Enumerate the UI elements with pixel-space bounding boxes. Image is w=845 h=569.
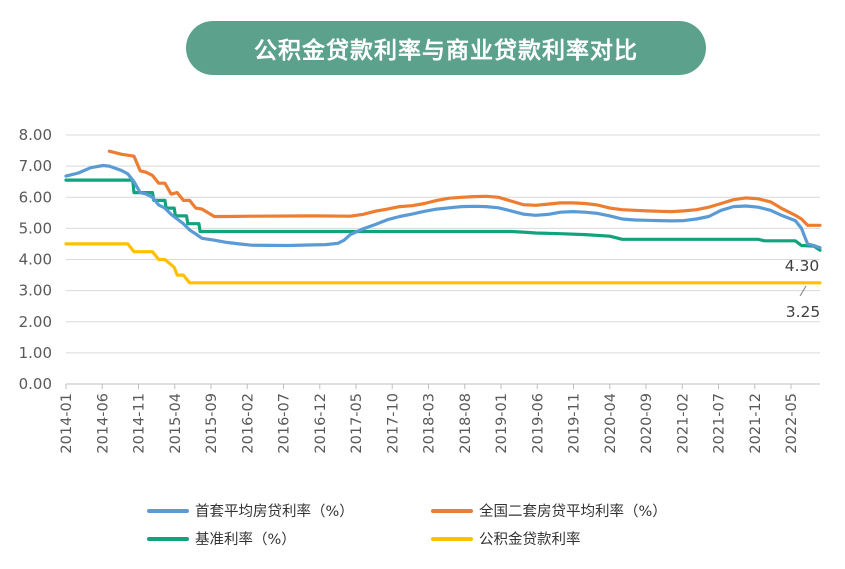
x-tick-label: 2021-12 xyxy=(748,393,764,454)
x-tick-label: 2015-04 xyxy=(168,393,184,454)
legend-label: 首套平均房贷利率（%） xyxy=(195,504,354,520)
series-line xyxy=(64,163,822,250)
leader-line xyxy=(799,285,807,297)
legend-swatch xyxy=(147,508,189,513)
x-tick-label: 2015-09 xyxy=(204,393,220,454)
x-tick-label: 2016-07 xyxy=(277,393,293,454)
legend-item-second-home: 全国二套房贷平均利率（%） xyxy=(431,500,667,521)
data-label: 4.30 xyxy=(785,257,820,275)
legend-label: 全国二套房贷平均利率（%） xyxy=(479,504,667,520)
data-label: 3.25 xyxy=(786,303,821,321)
y-tick-label: 4.00 xyxy=(19,251,52,269)
y-tick-label: 8.00 xyxy=(19,126,52,144)
series-line xyxy=(107,149,822,227)
y-tick-label: 6.00 xyxy=(19,188,52,206)
legend-swatch xyxy=(147,536,189,541)
x-tick-label: 2016-12 xyxy=(313,393,329,454)
x-tick-label: 2018-08 xyxy=(458,393,474,454)
legend-item-housing-fund: 公积金贷款利率 xyxy=(431,528,581,549)
legend-item-first-home: 首套平均房贷利率（%） xyxy=(147,500,354,521)
legend-swatch xyxy=(431,508,473,513)
x-tick-label: 2021-07 xyxy=(712,393,728,454)
y-tick-label: 7.00 xyxy=(19,157,52,175)
x-tick-label: 2021-02 xyxy=(675,393,691,454)
y-tick-label: 1.00 xyxy=(19,344,52,362)
series-line xyxy=(64,242,822,285)
legend-item-benchmark: 基准利率（%） xyxy=(147,528,296,549)
x-tick-label: 2017-05 xyxy=(349,393,365,454)
x-tick-label: 2018-03 xyxy=(422,393,438,454)
y-tick-label: 2.00 xyxy=(19,313,52,331)
legend-label: 公积金贷款利率 xyxy=(479,532,581,548)
x-tick-label: 2014-11 xyxy=(132,393,148,454)
x-tick-label: 2019-01 xyxy=(494,393,510,454)
y-tick-label: 3.00 xyxy=(19,282,52,300)
legend-swatch xyxy=(431,536,473,541)
x-tick-label: 2014-01 xyxy=(59,393,75,454)
x-tick-label: 2016-02 xyxy=(240,393,256,454)
x-tick-label: 2020-04 xyxy=(603,393,619,454)
y-tick-label: 0.00 xyxy=(19,375,52,393)
x-tick-label: 2014-06 xyxy=(95,393,111,454)
y-tick-label: 5.00 xyxy=(19,219,52,237)
legend-label: 基准利率（%） xyxy=(195,532,296,548)
x-tick-label: 2019-11 xyxy=(567,393,583,454)
x-tick-label: 2022-05 xyxy=(784,393,800,454)
x-tick-label: 2019-06 xyxy=(530,393,546,454)
chart-title: 公积金贷款利率与商业贷款利率对比 xyxy=(186,21,706,75)
series-line xyxy=(64,178,822,252)
x-tick-label: 2017-10 xyxy=(385,393,401,454)
x-tick-label: 2020-09 xyxy=(639,393,655,454)
